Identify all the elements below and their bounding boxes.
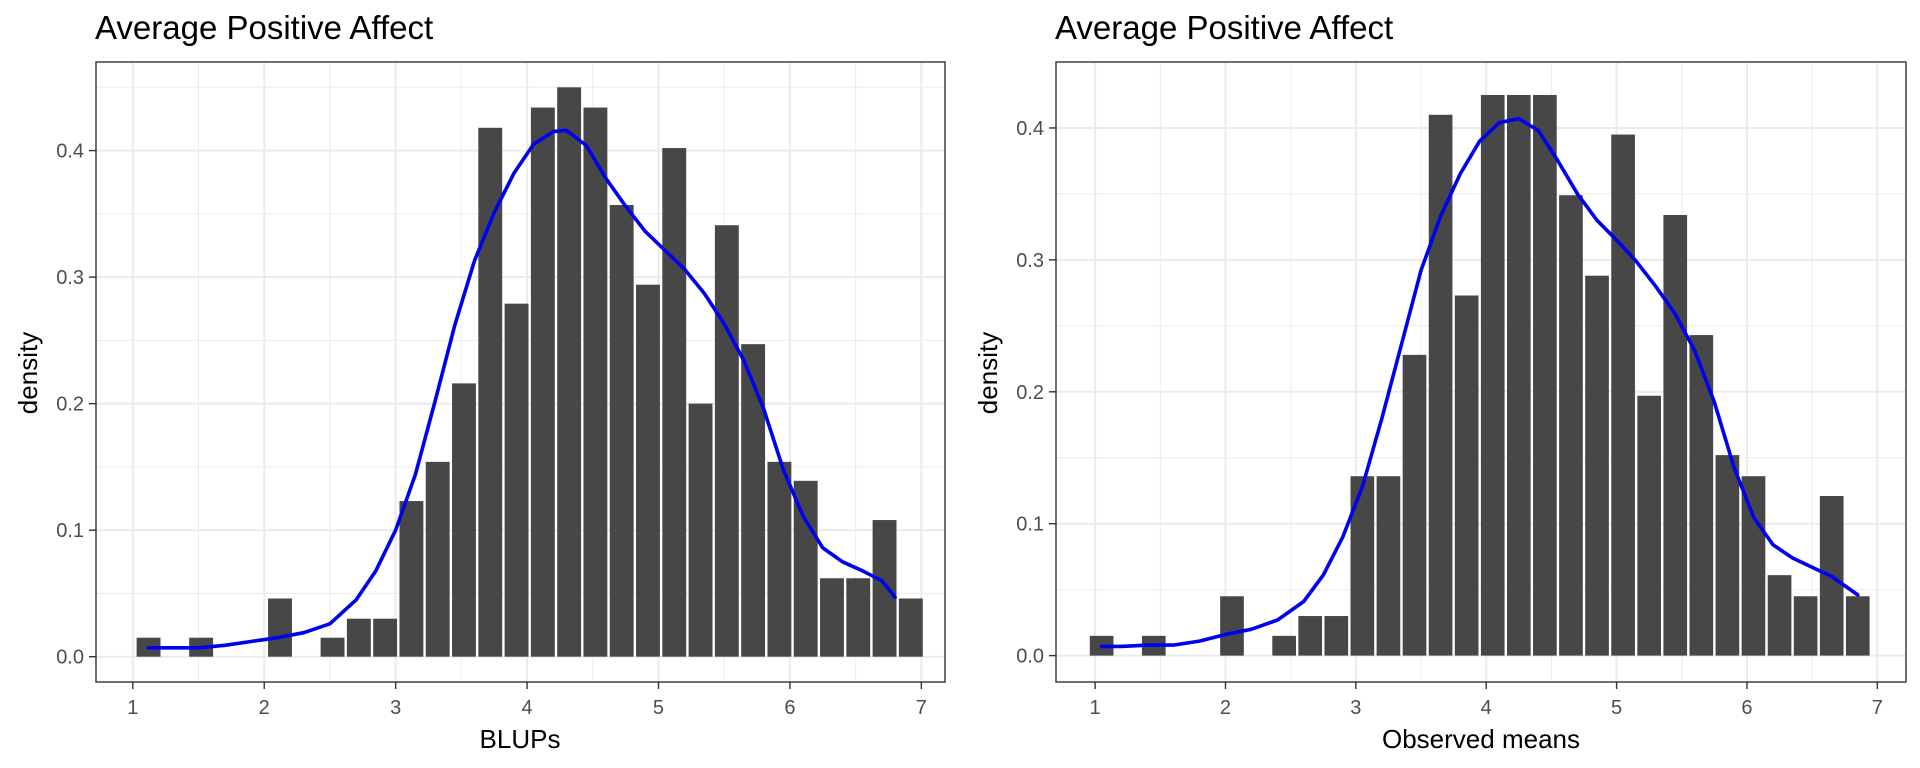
left-histogram-bar	[846, 578, 871, 657]
left-x-tick-label-1: 1	[127, 697, 138, 719]
right-histogram-bar	[1559, 195, 1583, 656]
left-x-tick-label-6: 6	[784, 697, 795, 719]
left-histogram-bar	[557, 87, 582, 657]
left-histogram-bar	[662, 148, 687, 657]
left-chart-panel-border	[95, 61, 946, 683]
right-x-tick-label-5: 5	[1611, 697, 1622, 719]
right-density-curve	[1099, 116, 1860, 649]
left-histogram-bar	[373, 618, 398, 657]
right-histogram-bar	[1272, 635, 1296, 656]
left-x-tick-label-2: 2	[259, 697, 270, 719]
right-histogram-bar	[1533, 94, 1557, 656]
left-histogram-bar	[530, 107, 555, 657]
left-y-tick-label-0-1: 0.1	[56, 520, 84, 542]
left-histogram-bar	[714, 225, 739, 657]
right-chart-panel-border	[1055, 61, 1907, 683]
right-y-tick-label-0-1: 0.1	[1016, 514, 1044, 536]
right-histogram-bar	[1480, 94, 1505, 656]
left-histogram-bar	[583, 107, 608, 657]
right-y-tick-label-0-3: 0.3	[1016, 250, 1044, 272]
right-histogram-bar	[1454, 295, 1479, 656]
left-histogram-bar	[478, 127, 503, 657]
right-chart-x-axis-label: Observed means	[1382, 724, 1580, 754]
left-histogram-bar	[741, 344, 766, 657]
left-histogram-bar	[320, 637, 345, 657]
left-histogram-bar	[504, 303, 529, 657]
left-histogram-bar	[636, 284, 660, 657]
left-y-tick-label-0-2: 0.2	[56, 394, 84, 416]
left-chart-panel: Average Positive Affect BLUPs density 1 2…	[13, 9, 946, 754]
right-y-tick-label-0-4: 0.4	[1016, 118, 1044, 140]
right-histogram-bar	[1767, 575, 1792, 656]
right-histogram-bar	[1220, 596, 1244, 656]
right-x-tick-label-2: 2	[1220, 697, 1231, 719]
left-y-tick-label-0-4: 0.4	[56, 141, 84, 163]
left-y-tick-label-0-3: 0.3	[56, 267, 84, 289]
left-chart-ticks: 1 2 3 4 5 6 7 0.0 0.1 0.2 0.3 0.4	[56, 141, 927, 719]
left-histogram-bar	[452, 383, 476, 657]
right-histogram-bar	[1506, 94, 1531, 656]
left-x-tick-label-3: 3	[390, 697, 401, 719]
right-histogram-bar	[1611, 134, 1635, 656]
left-density-curve	[146, 128, 897, 650]
left-histogram-bar	[425, 461, 450, 657]
left-chart-y-axis-label: density	[13, 332, 43, 414]
left-x-tick-label-5: 5	[653, 697, 664, 719]
left-histogram-bar	[609, 204, 634, 657]
right-histogram-bar	[1689, 335, 1714, 656]
right-histogram-bar	[1350, 476, 1375, 656]
right-histogram-bar	[1637, 395, 1662, 656]
right-histogram-bar	[1298, 616, 1323, 656]
right-y-tick-label-0-2: 0.2	[1016, 382, 1044, 404]
left-histogram-bar	[872, 520, 897, 657]
left-y-tick-label-0: 0.0	[56, 647, 84, 669]
left-chart-title: Average Positive Affect	[95, 9, 433, 46]
right-chart-title: Average Positive Affect	[1055, 9, 1393, 46]
right-histogram-bar	[1402, 354, 1427, 656]
right-x-tick-label-6: 6	[1741, 697, 1752, 719]
right-chart-ticks: 1 2 3 4 5 6 7 0.0 0.1 0.2 0.3 0.4	[1016, 118, 1883, 719]
left-histogram-bar	[898, 598, 923, 657]
right-histogram-bar	[1793, 596, 1818, 656]
right-histogram-bar	[1663, 215, 1688, 656]
right-chart-y-axis-label: density	[973, 332, 1003, 414]
left-histogram-bar	[399, 501, 424, 657]
right-histogram-bar	[1715, 455, 1740, 656]
left-histogram-bar	[820, 578, 844, 657]
right-histogram-bar	[1376, 476, 1401, 656]
right-histogram-bar	[1741, 476, 1766, 656]
left-x-tick-label-7: 7	[916, 697, 927, 719]
left-histogram-bar	[346, 618, 371, 657]
left-chart-x-axis-label: BLUPs	[480, 724, 561, 754]
left-histogram-bars	[136, 87, 923, 657]
left-histogram-bar	[767, 461, 792, 657]
left-histogram-bar	[268, 598, 292, 657]
left-histogram-bar	[688, 403, 713, 657]
right-histogram-bar	[1428, 114, 1453, 656]
right-histogram-bar	[1324, 616, 1349, 656]
right-x-tick-label-1: 1	[1090, 697, 1101, 719]
right-x-tick-label-4: 4	[1481, 697, 1492, 719]
right-x-tick-label-3: 3	[1350, 697, 1361, 719]
right-chart-panel: Average Positive Affect Observed means d…	[973, 9, 1907, 754]
right-histogram-bar	[1845, 596, 1870, 656]
right-histogram-bars	[1089, 94, 1870, 656]
right-y-tick-label-0: 0.0	[1016, 646, 1044, 668]
right-x-tick-label-7: 7	[1872, 697, 1883, 719]
left-histogram-bar	[793, 480, 818, 657]
left-x-tick-label-4: 4	[522, 697, 533, 719]
left-chart-grid	[96, 62, 945, 682]
right-histogram-bar	[1585, 275, 1609, 656]
